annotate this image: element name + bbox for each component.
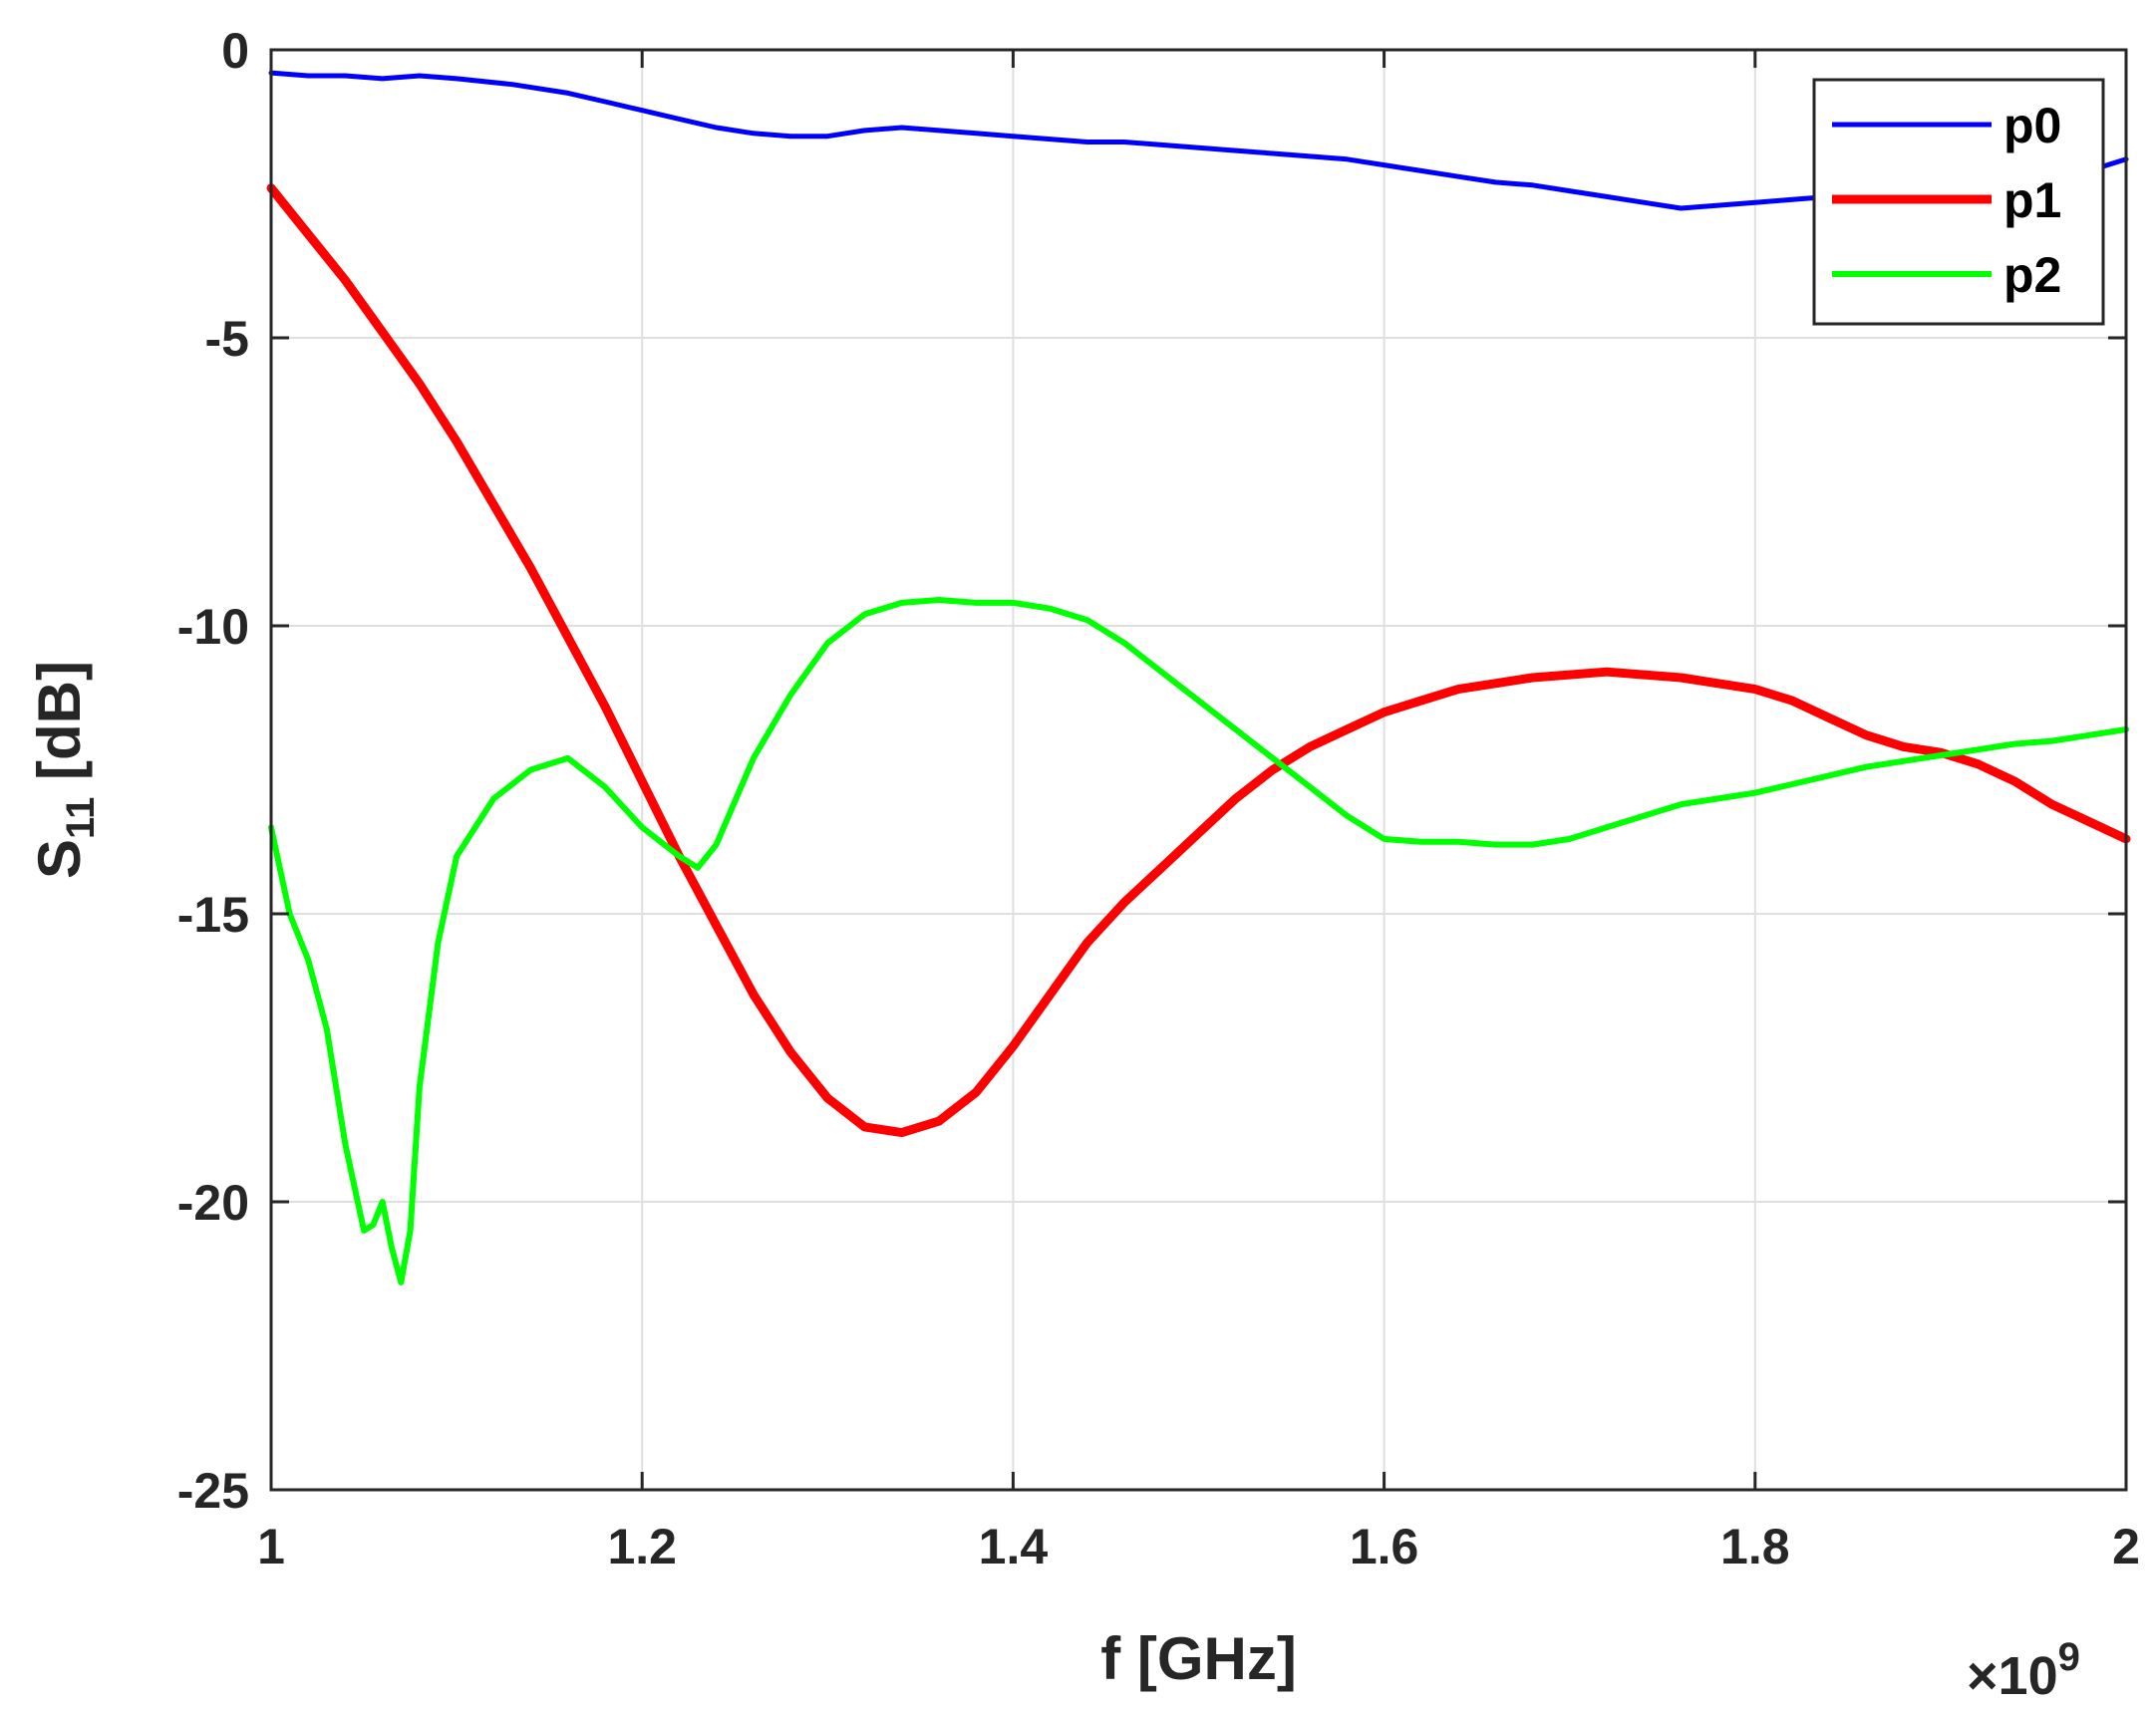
y-tick-label: 0 [221, 23, 249, 79]
series-line-p2 [268, 597, 2129, 1285]
series-line-p1 [266, 183, 2131, 1138]
y-tick-label: -5 [205, 311, 249, 367]
y-tick-label: -10 [177, 599, 249, 655]
x-axis-exponent: ×109 [1967, 1635, 2080, 1706]
x-axis-exponent-base: ×10 [1967, 1646, 2058, 1706]
x-axis-label: f [GHz] [1100, 1625, 1297, 1692]
x-tick-label: 2 [2112, 1519, 2140, 1574]
legend: p0 p1 p2 [1812, 78, 2105, 326]
y-tick-label: -25 [177, 1463, 249, 1519]
y-axis-label-subscript: 11 [59, 797, 103, 839]
legend-label-p2: p2 [2003, 247, 2061, 303]
y-axis-label-main: S [26, 839, 93, 879]
x-tick-label: 1.8 [1720, 1519, 1790, 1574]
y-tick-labels: 0 -5 -10 -15 -20 -25 [177, 23, 249, 1519]
x-tick-label: 1.6 [1350, 1519, 1419, 1574]
y-axis-label-unit: [dB] [26, 661, 93, 797]
x-tick-label: 1.2 [607, 1519, 677, 1574]
x-tick-label: 1 [257, 1519, 285, 1574]
x-tick-labels: 1 1.2 1.4 1.6 1.8 2 [257, 1519, 2140, 1574]
x-axis-exponent-power: 9 [2058, 1635, 2080, 1679]
y-tick-label: -15 [177, 887, 249, 943]
plot-frame [269, 48, 2128, 1492]
legend-label-p0: p0 [2003, 98, 2061, 153]
x-tick-label: 1.4 [979, 1519, 1049, 1574]
axis-ticks [269, 48, 2128, 1492]
y-tick-label: -20 [177, 1175, 249, 1231]
gridlines [270, 49, 2127, 1491]
y-axis-label: S11 [dB] [26, 661, 103, 879]
legend-label-p1: p1 [2003, 172, 2061, 228]
